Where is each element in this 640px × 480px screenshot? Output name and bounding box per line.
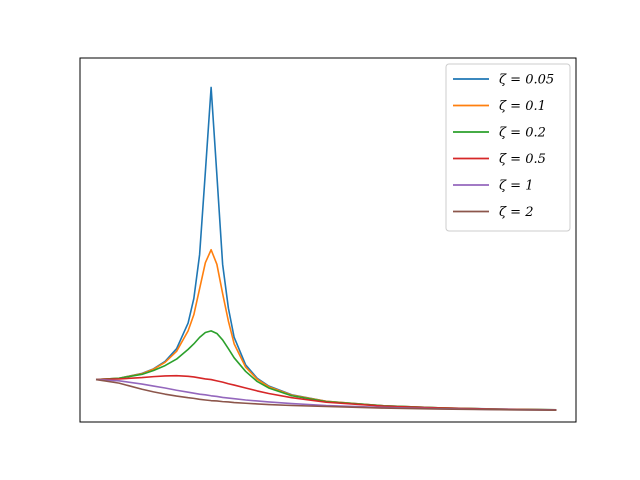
legend-label-3: ζ = 0.2 bbox=[499, 126, 546, 141]
legend-label-4: ζ = 0.5 bbox=[499, 152, 546, 167]
plot-area-frame bbox=[79, 57, 577, 423]
series-line-5 bbox=[95, 378, 557, 411]
legend-label-5: ζ = 1 bbox=[499, 179, 533, 194]
series-line-6 bbox=[95, 378, 557, 412]
series-layer bbox=[95, 86, 557, 412]
series-line-4 bbox=[95, 374, 557, 411]
series-line-2 bbox=[95, 248, 557, 411]
legend-label-2: ζ = 0.1 bbox=[499, 99, 546, 114]
legend: ζ = 0.05 ζ = 0.1 ζ = 0.2 ζ = 0.5 ζ = 1 ζ = 2 bbox=[445, 63, 571, 232]
legend-label-6: ζ = 2 bbox=[499, 205, 533, 220]
series-line-3 bbox=[95, 330, 557, 411]
legend-label-1: ζ = 0.05 bbox=[499, 73, 554, 88]
